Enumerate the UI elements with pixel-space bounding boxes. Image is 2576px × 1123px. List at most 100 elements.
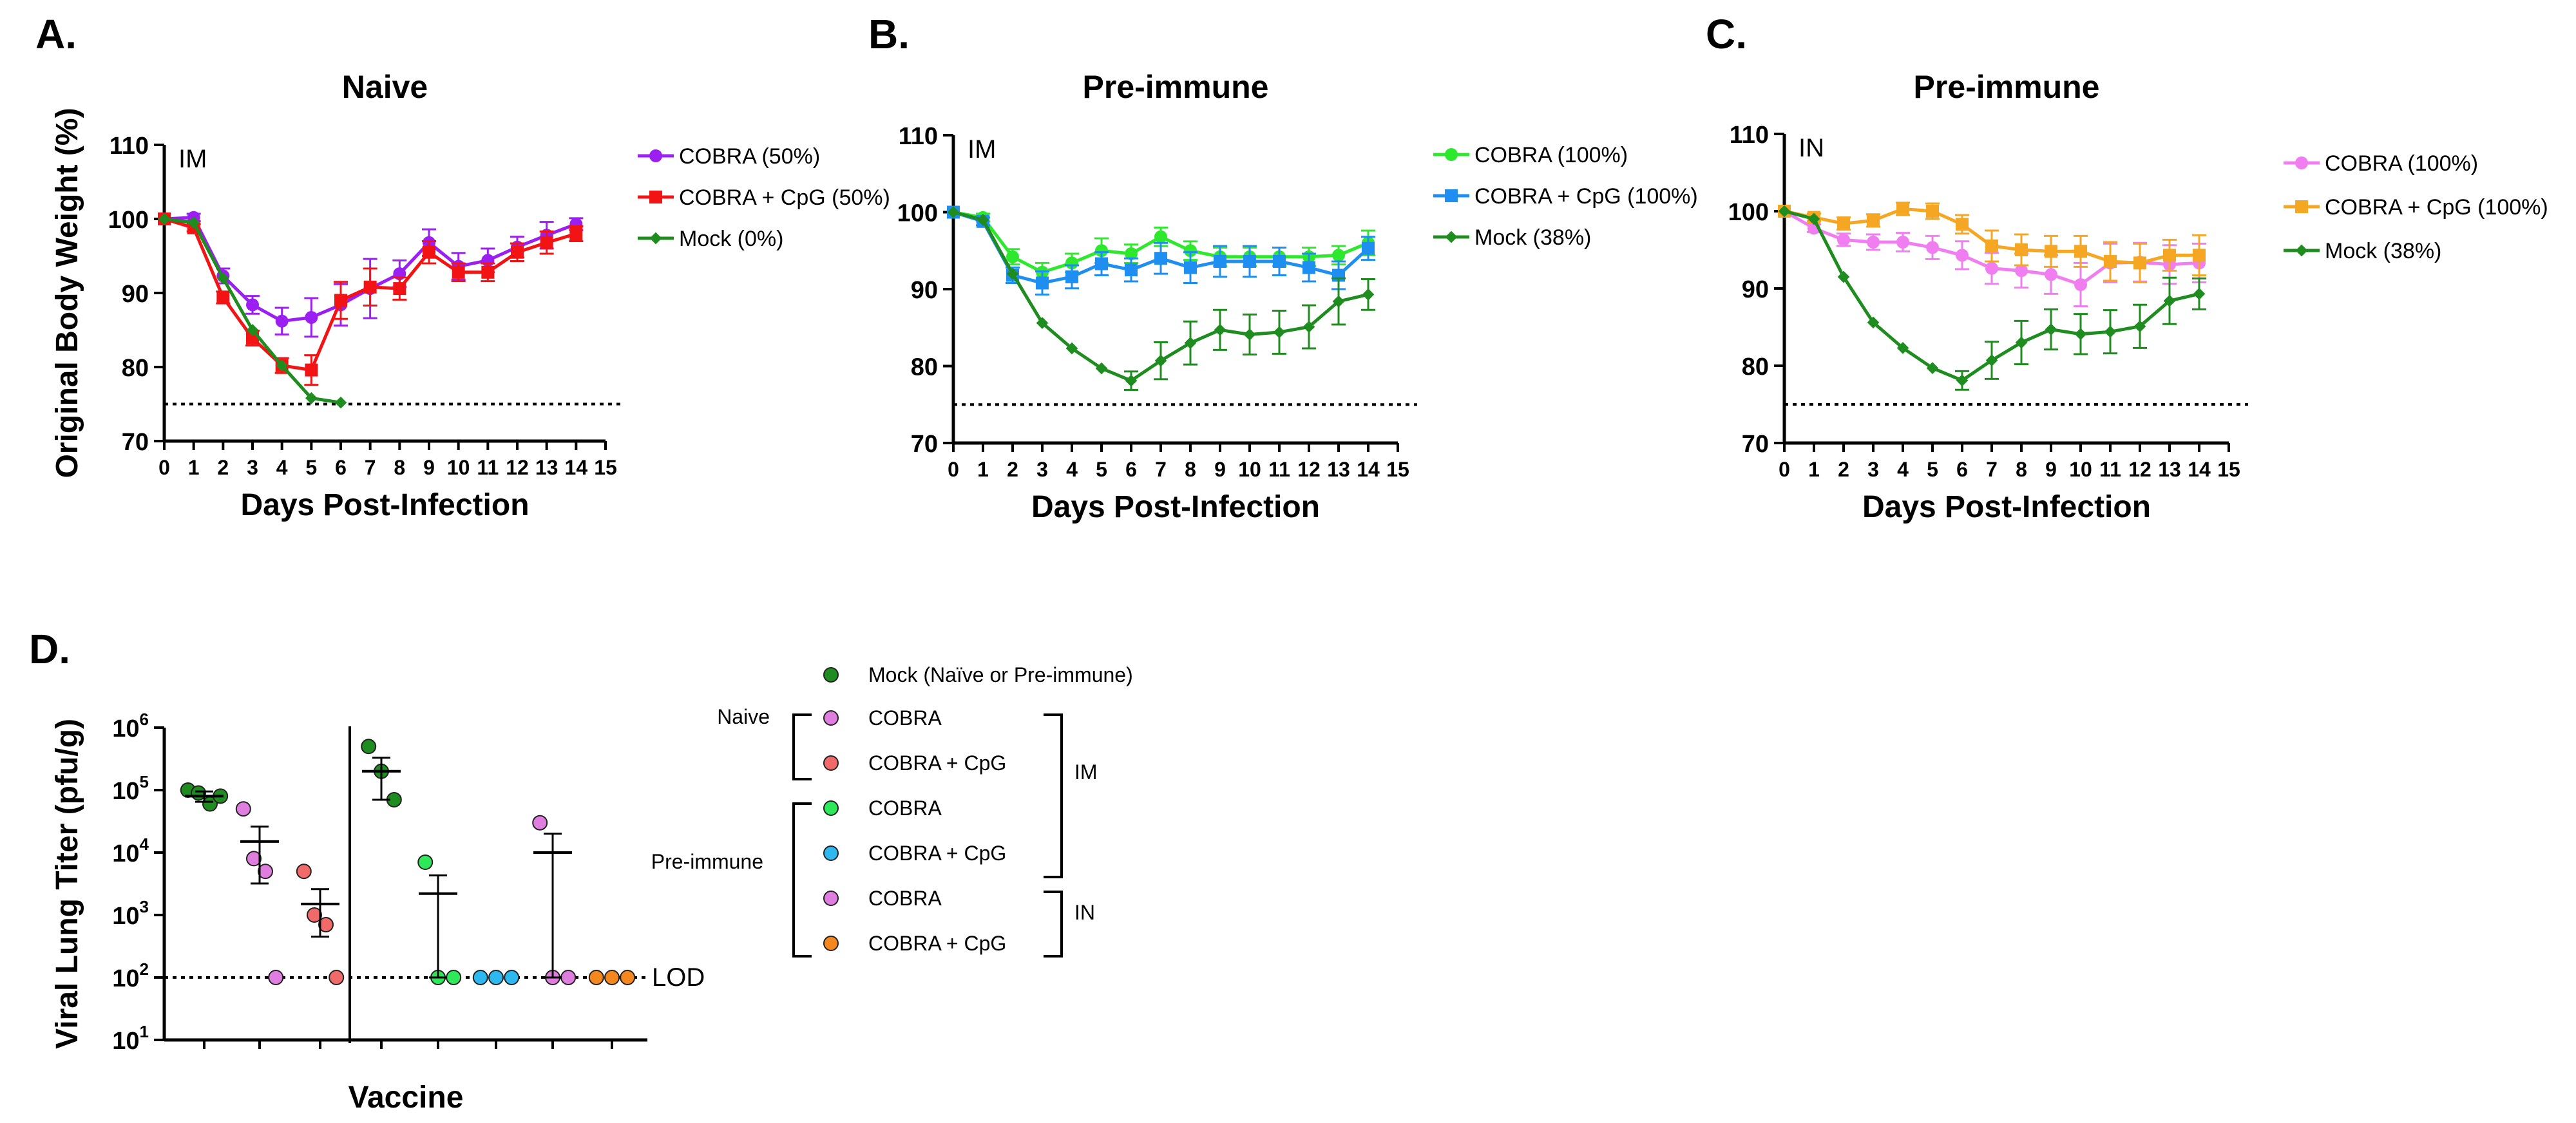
data-point [2163,249,2176,262]
y-tick-label: 110 [1730,122,1769,149]
data-point [1362,288,1375,301]
data-point [1837,233,1850,247]
data-point [1867,316,1880,329]
group-4 [361,739,402,808]
x-tick-label: 5 [305,456,317,479]
x-tick-label: 5 [1927,458,1938,481]
data-point [1896,236,1909,249]
data-point [305,392,318,404]
legend-label: Mock (Naïve or Pre-immune) [868,663,1133,686]
x-tick-label: 8 [1185,458,1196,481]
x-tick-label: 5 [1096,458,1107,481]
legend-label: COBRA + CpG [868,751,1006,775]
x-tick-label: 12 [506,456,529,479]
series-2 [947,205,1375,296]
legend-label: COBRA + CpG (100%) [1474,184,1698,209]
legend-label: Mock (38%) [1474,225,1591,250]
data-point [1867,214,1880,227]
data-point [1302,321,1315,333]
x-axis-title: Days Post-Infection [1862,490,2151,524]
x-tick-label: 1 [188,456,200,479]
panel-label: B. [868,11,910,57]
data-point [452,265,465,279]
y-axis-title: Original Body Weight (%) [50,108,84,478]
data-point [604,970,620,985]
data-point [1036,317,1049,329]
y-tick-label: 100 [108,207,149,234]
data-point [1332,295,1345,308]
data-point [423,245,435,259]
y-axis-title: Viral Lung Titer (pfu/g) [50,719,84,1049]
data-point [1926,205,1939,218]
data-point [246,324,259,336]
x-axis-title: Days Post-Infection [1031,490,1320,524]
legend-label: COBRA + CpG (50%) [679,185,890,210]
x-tick-label: 11 [1268,458,1290,481]
data-point [977,214,989,226]
x-tick-label: 13 [535,456,558,479]
data-point [1926,241,1939,254]
legend-swatch-marker [649,191,662,203]
legend-label: COBRA [868,797,942,820]
data-point [511,245,524,259]
x-tick-label: 11 [2099,458,2121,481]
x-tick-label: 2 [1838,458,1849,481]
data-point [560,970,577,985]
data-point [481,265,495,279]
data-point [329,970,345,985]
data-point [2045,323,2057,335]
data-point [2163,294,2176,307]
data-point [1867,236,1880,249]
y-tick-label: 70 [911,431,938,458]
data-point [1006,250,1019,263]
data-point [1184,244,1197,258]
y-tick-label: 100 [897,200,938,227]
x-tick-label: 11 [477,456,499,479]
data-point [334,294,347,307]
y-tick-label: 90 [1742,276,1769,303]
legend-swatch-marker [1445,231,1458,243]
x-tick-label: 4 [1066,458,1078,481]
x-tick-label: 2 [217,456,229,479]
data-point [1896,202,1909,216]
x-tick-label: 12 [2128,458,2151,481]
data-point [569,227,583,240]
y-tick-label: 70 [1742,431,1769,458]
legend-swatch-marker [2295,200,2308,213]
data-point [1154,252,1167,265]
x-tick-label: 9 [423,456,435,479]
panel-label: C. [1706,11,1747,57]
panel-d: D. 101 102 103 104 105 106 Viral Lung Titer (pf… [29,626,1133,1115]
route-label: IM [968,135,996,164]
x-tick-label: 3 [247,456,258,479]
x-tick-label: 9 [2045,458,2057,481]
x-axis-title: Vaccine [348,1081,464,1115]
legend-swatch-marker [2295,156,2308,169]
legend-label: COBRA [868,887,942,910]
data-point [2104,325,2117,338]
x-tick-label: 7 [365,456,376,479]
y-tick-label: 102 [112,959,149,992]
bracket-in [1044,891,1063,958]
data-point [1985,261,1998,275]
data-point [947,206,960,218]
route-label-in: IN [1074,901,1095,924]
data-point [275,314,289,328]
bracket-im [1044,713,1063,878]
y-tick-label: 110 [110,133,149,160]
data-point [1214,254,1226,268]
data-point [246,298,259,312]
legend-label: COBRA (100%) [1474,143,1628,167]
group-6 [472,970,520,985]
x-tick-label: 14 [565,456,588,479]
data-point [1896,342,1909,354]
data-point [393,282,406,296]
x-tick-label: 14 [2188,458,2211,481]
x-tick-label: 13 [2158,458,2181,481]
group-1 [180,782,229,812]
data-point [2015,264,2028,278]
x-tick-label: 0 [158,456,170,479]
x-tick-label: 7 [1986,458,1998,481]
